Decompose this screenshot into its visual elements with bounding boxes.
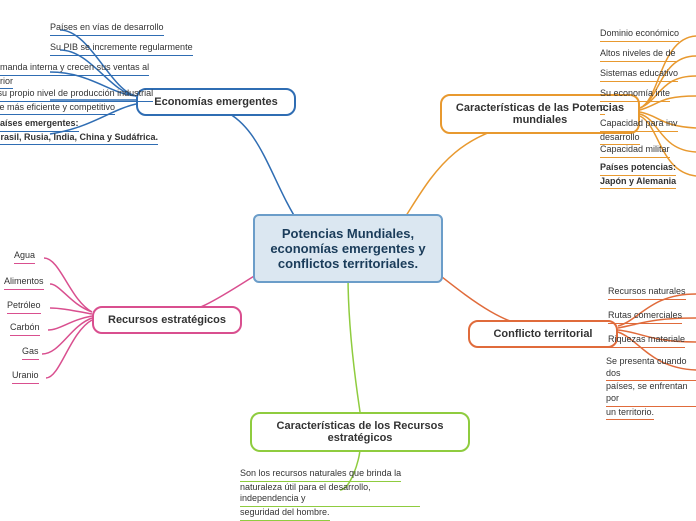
leaf-economias-1: Su PIB se incremente regularmente	[50, 42, 193, 56]
leaf-recursos-5: Uranio	[12, 370, 39, 384]
leaf-economias-2: demanda interna y crecen sus ventas alno…	[0, 62, 149, 89]
leaf-economias-3: n su propio nivel de producción industri…	[0, 88, 153, 115]
leaf-caracteristicas_potencias-3: Su economía inteo	[600, 88, 670, 115]
branch-recursos[interactable]: Recursos estratégicos	[92, 306, 242, 334]
leaf-caracteristicas_potencias-2: Sistemas educativo	[600, 68, 678, 82]
leaf-economias-0: Países en vías de desarrollo	[50, 22, 164, 36]
leaf-caracteristicas_recursos-0: Son los recursos naturales que brinda la…	[240, 468, 420, 521]
leaf-conflicto-2: Riquezas materiale	[608, 334, 685, 348]
leaf-economias-4: Países emergentes:Brasil, Rusia, India, …	[0, 118, 158, 145]
center-node[interactable]: Potencias Mundiales, economías emergente…	[253, 214, 443, 283]
branch-caracteristicas_recursos[interactable]: Características de los Recursos estratég…	[250, 412, 470, 452]
leaf-recursos-1: Alimentos	[4, 276, 44, 290]
leaf-conflicto-0: Recursos naturales	[608, 286, 686, 300]
leaf-recursos-2: Petróleo	[7, 300, 41, 314]
leaf-caracteristicas_potencias-0: Dominio económico	[600, 28, 679, 42]
branch-conflicto[interactable]: Conflicto territorial	[468, 320, 618, 348]
leaf-caracteristicas_potencias-6: Países potencias:Japón y Alemania	[600, 162, 676, 189]
leaf-recursos-4: Gas	[22, 346, 39, 360]
leaf-conflicto-3: Se presenta cuando dospaíses, se enfrent…	[606, 356, 696, 420]
branch-economias[interactable]: Economías emergentes	[136, 88, 296, 116]
leaf-recursos-0: Agua	[14, 250, 35, 264]
leaf-caracteristicas_potencias-4: Capacidad para invdesarrollo	[600, 118, 678, 145]
leaf-conflicto-1: Rutas comerciales	[608, 310, 682, 324]
leaf-caracteristicas_potencias-5: Capacidad militar	[600, 144, 670, 158]
leaf-recursos-3: Carbón	[10, 322, 40, 336]
leaf-caracteristicas_potencias-1: Altos niveles de de	[600, 48, 676, 62]
